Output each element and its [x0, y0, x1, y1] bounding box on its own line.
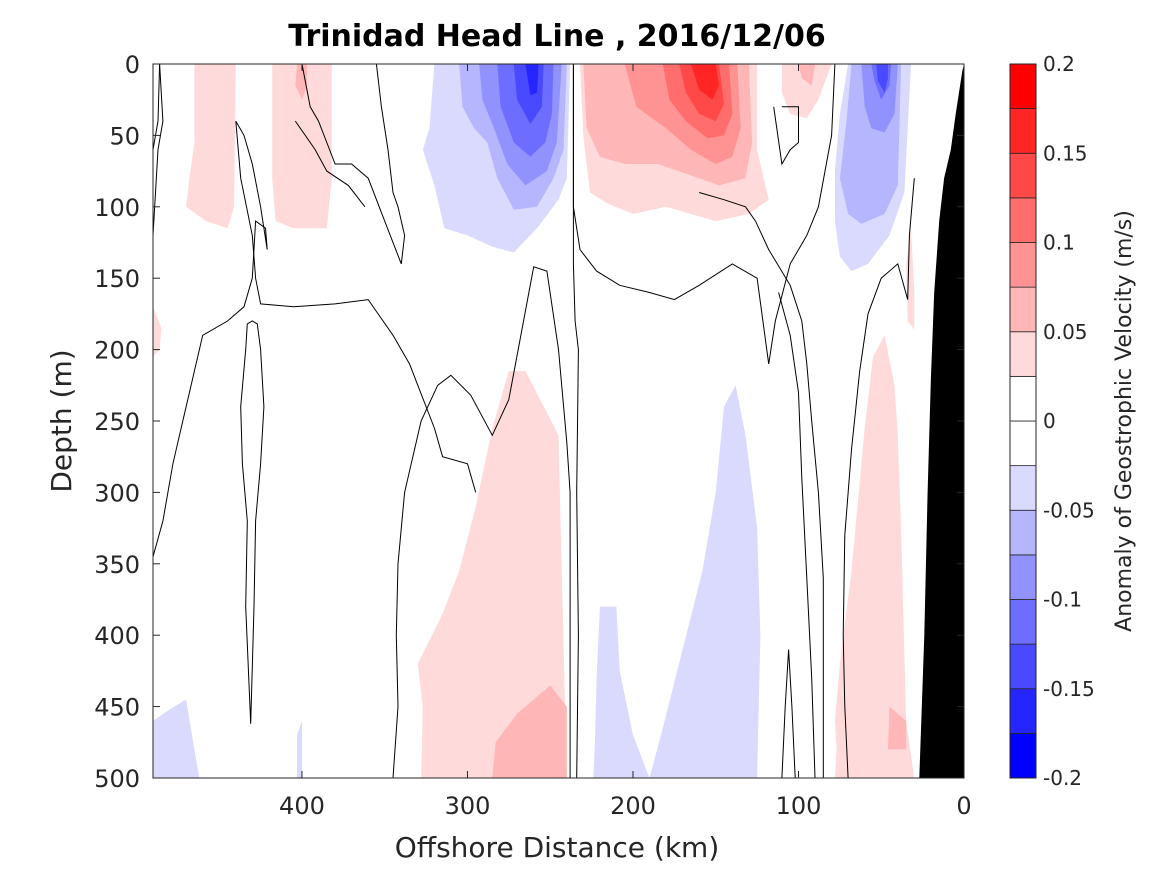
- plot-area: 400 300 200 100 0 0 50 100 150 200 250 300 350 400 45…: [94, 51, 971, 820]
- colorbar-level: [1009, 152, 1037, 199]
- velocity-region-negative-core-50km-l5: [876, 64, 888, 93]
- y-tick-label: 0: [125, 51, 140, 79]
- colorbar-level: [1009, 375, 1037, 422]
- velocity-region-positive-patch-100km-l2: [798, 64, 815, 86]
- y-tick-label: 150: [94, 265, 140, 293]
- y-tick-label: 200: [94, 337, 140, 365]
- colorbar-level: [1009, 599, 1037, 645]
- zero-contour-west-band-b: [235, 121, 477, 493]
- colorbar: 0.2 0.15 0.1 0.05 0 -0.05 -0.1 -0.15 -0.2 Anomal…: [1009, 52, 1137, 790]
- zero-contour-hook-110km: [773, 106, 799, 166]
- velocity-region-positive-small-35km: [906, 228, 915, 330]
- x-tick-label: 200: [610, 792, 656, 820]
- zero-contour-mid-loop: [294, 120, 366, 208]
- colorbar-level: [1009, 554, 1037, 600]
- colorbar-tick-label: 0.2: [1043, 52, 1075, 76]
- velocity-region-positive-core-400km: [272, 64, 332, 229]
- colorbar-tick-label: -0.1: [1043, 588, 1082, 612]
- colorbar-level: [1009, 63, 1037, 110]
- colorbar-level: [1009, 465, 1037, 511]
- zero-contour-loop-435km: [240, 320, 265, 724]
- colorbar-tick-label: -0.2: [1043, 766, 1082, 790]
- colorbar-level: [1009, 108, 1037, 154]
- colorbar-level: [1009, 331, 1037, 377]
- colorbar-tick-label: -0.05: [1043, 498, 1095, 522]
- velocity-region-positive-deep-270km-l2: [492, 685, 567, 778]
- colorbar-tick-label: 0.05: [1043, 320, 1088, 344]
- colorbar-tick-label: 0: [1043, 409, 1056, 433]
- colorbar-ticks: 0.2 0.15 0.1 0.05 0 -0.05 -0.1 -0.15 -0.2: [1043, 52, 1095, 790]
- colorbar-frame: [1009, 63, 1037, 779]
- y-tick-label: 100: [94, 194, 140, 222]
- velocity-region-negative-deep-490km: [153, 699, 200, 778]
- colorbar-level: [1009, 732, 1037, 779]
- colorbar-level: [1009, 643, 1037, 690]
- zero-contour-east-b: [842, 178, 915, 779]
- velocity-region-positive-patch-100km: [781, 64, 832, 119]
- chart-title: Trinidad Head Line , 2016/12/06: [288, 19, 825, 54]
- colorbar-level: [1009, 509, 1037, 556]
- y-tick-label: 400: [94, 622, 140, 650]
- y-tick-label: 250: [94, 408, 140, 436]
- zero-contour-east-deep: [778, 292, 816, 779]
- x-tick-label: 300: [445, 792, 491, 820]
- zero-contour-east-deep-b: [781, 649, 796, 779]
- velocity-region-positive-deep-270km: [417, 371, 567, 778]
- y-axis-label: Depth (m): [45, 349, 78, 492]
- x-tick-label: 400: [279, 792, 325, 820]
- colorbar-tick-label: 0.1: [1043, 231, 1075, 255]
- velocity-contour-fills: [153, 64, 915, 778]
- zero-contour-edge-490km: [152, 63, 161, 150]
- bathymetry-slope: [919, 64, 964, 778]
- zero-contour-central-b: [572, 63, 836, 364]
- colorbar-level: [1009, 688, 1037, 734]
- y-tick-label: 450: [94, 694, 140, 722]
- y-tick-label: 50: [109, 122, 140, 150]
- velocity-region-positive-core-150km-l6: [690, 64, 719, 100]
- colorbar-level: [1009, 242, 1037, 288]
- zero-contour-west-band: [152, 120, 268, 557]
- velocity-region-negative-deep-140km: [649, 385, 761, 778]
- colorbar-label: Anomaly of Geostrophic Velocity (m/s): [1112, 210, 1137, 632]
- velocity-region-negative-sliver-400km: [297, 720, 302, 778]
- colorbar-level: [1009, 197, 1037, 243]
- velocity-region-positive-deep-60km-l2: [887, 706, 907, 750]
- bathymetry-mask: [919, 64, 964, 778]
- zero-contour-edge-490km-b: [152, 63, 164, 236]
- velocity-region-positive-deep-60km: [834, 335, 915, 778]
- zero-velocity-contours: [152, 63, 915, 779]
- velocity-region-negative-core-260km-l6: [525, 64, 539, 96]
- colorbar-tick-label: 0.15: [1043, 141, 1088, 165]
- y-tick-label: 350: [94, 551, 140, 579]
- x-axis-label: Offshore Distance (km): [395, 831, 720, 864]
- y-tick-label: 300: [94, 479, 140, 507]
- zero-contour-mid-column: [301, 63, 406, 265]
- colorbar-levels: [1009, 63, 1037, 779]
- velocity-region-positive-edge-488km: [153, 306, 162, 357]
- x-tick-label: 100: [776, 792, 822, 820]
- velocity-region-negative-deep-200km: [593, 606, 650, 778]
- zero-contour-central: [572, 64, 579, 779]
- zero-contour-center-loop: [392, 266, 571, 779]
- colorbar-tick-label: -0.15: [1043, 677, 1095, 701]
- y-axis-ticks: 0 50 100 150 200 250 300 350 400 450 500: [94, 51, 964, 793]
- colorbar-level: [1009, 286, 1037, 333]
- y-tick-label: 500: [94, 765, 140, 793]
- colorbar-level: [1009, 420, 1037, 467]
- x-tick-label: 0: [956, 792, 971, 820]
- zero-contour-east: [699, 192, 824, 778]
- x-axis-ticks: 400 300 200 100 0: [279, 64, 972, 820]
- velocity-region-positive-core-430km: [186, 64, 236, 229]
